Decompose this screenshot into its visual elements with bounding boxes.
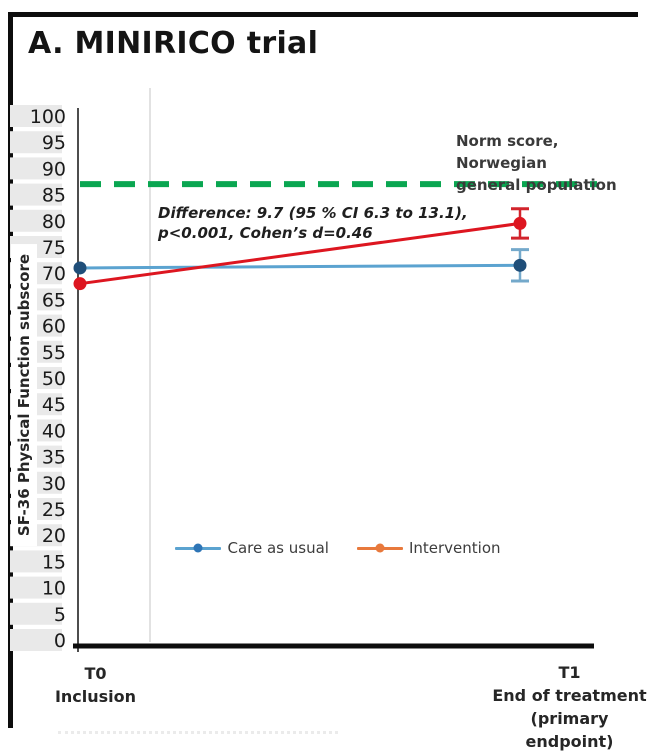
ytick-band bbox=[10, 209, 62, 232]
ytick-band bbox=[10, 183, 62, 206]
frame-border-top bbox=[10, 12, 638, 17]
series-line-intervention bbox=[79, 221, 521, 286]
legend-item-care-as-usual: Care as usual bbox=[175, 539, 329, 557]
ytick-band bbox=[10, 576, 62, 599]
ytick-band bbox=[10, 629, 62, 651]
chart-title: A. MINIRICO trial bbox=[28, 26, 319, 61]
x-axis-label-t0-line2: Inclusion bbox=[54, 687, 137, 706]
ytick-label: 80 bbox=[42, 211, 66, 233]
difference-annotation-line2: p<0.001, Cohen’s d=0.46 bbox=[158, 224, 373, 242]
ytick-band bbox=[10, 157, 62, 180]
ytick-label: 35 bbox=[42, 447, 66, 469]
ytick-label: 55 bbox=[42, 342, 66, 364]
x-axis-label-t0-line1: T0 bbox=[84, 664, 107, 683]
ytick-band bbox=[10, 550, 62, 573]
ytick-label: 0 bbox=[54, 630, 66, 652]
ytick-label: 95 bbox=[42, 132, 66, 154]
data-point-care-as-usual bbox=[73, 261, 87, 275]
ytick-label: 85 bbox=[42, 185, 66, 207]
ytick-label: 10 bbox=[42, 578, 66, 600]
ytick-label: 40 bbox=[42, 420, 66, 442]
legend-dot-marker-intervention bbox=[375, 543, 385, 553]
ytick-label: 75 bbox=[42, 237, 66, 259]
x-axis-label-t1: T1 End of treatment (primary endpoint) bbox=[487, 661, 652, 753]
chart-legend: Care as usual Intervention bbox=[78, 536, 598, 560]
difference-annotation-line1: Difference: 9.7 (95 % CI 6.3 to 13.1), bbox=[158, 204, 468, 222]
legend-label-care-as-usual: Care as usual bbox=[227, 539, 329, 557]
ytick-label: 15 bbox=[42, 551, 66, 573]
ytick-label: 25 bbox=[42, 499, 66, 521]
ytick-label: 20 bbox=[42, 525, 66, 547]
data-point-intervention bbox=[73, 277, 87, 291]
ytick-label: 50 bbox=[42, 368, 66, 390]
data-point-intervention bbox=[513, 216, 527, 230]
ytick-label: 70 bbox=[42, 263, 66, 285]
x-axis-label-t1-line1: T1 bbox=[558, 663, 581, 682]
ytick-label: 90 bbox=[42, 158, 66, 180]
legend-item-intervention: Intervention bbox=[356, 539, 501, 557]
norm-line-label-line2: general population bbox=[456, 176, 617, 194]
norm-line-label-line1: Norm score, Norwegian bbox=[456, 132, 559, 172]
ytick-band bbox=[10, 602, 62, 625]
norm-line-label: Norm score, Norwegian general population bbox=[456, 130, 651, 196]
ytick-band bbox=[10, 131, 62, 154]
legend-dot-marker-care-as-usual bbox=[193, 543, 203, 553]
legend-line-marker-intervention bbox=[356, 543, 403, 553]
ytick-label: 5 bbox=[54, 604, 66, 626]
ytick-label: 45 bbox=[42, 394, 66, 416]
ytick-label: 60 bbox=[42, 316, 66, 338]
legend-line-marker-care-as-usual bbox=[175, 543, 222, 553]
ytick-label: 30 bbox=[42, 473, 66, 495]
legend-label-intervention: Intervention bbox=[408, 539, 501, 557]
y-axis-title: SF-36 Physical Function subscore bbox=[11, 243, 37, 547]
scan-artifact bbox=[58, 731, 338, 734]
x-axis-label-t1-line3: (primary endpoint) bbox=[525, 709, 614, 751]
ytick-band bbox=[10, 105, 62, 127]
x-axis-label-t0: T0 Inclusion bbox=[38, 662, 153, 708]
x-axis-label-t1-line2: End of treatment bbox=[492, 686, 647, 705]
data-point-care-as-usual bbox=[513, 258, 527, 272]
ytick-label: 100 bbox=[30, 106, 66, 128]
series-line-care-as-usual bbox=[79, 263, 521, 270]
ytick-label: 65 bbox=[42, 289, 66, 311]
difference-annotation: Difference: 9.7 (95 % CI 6.3 to 13.1), p… bbox=[158, 203, 468, 243]
